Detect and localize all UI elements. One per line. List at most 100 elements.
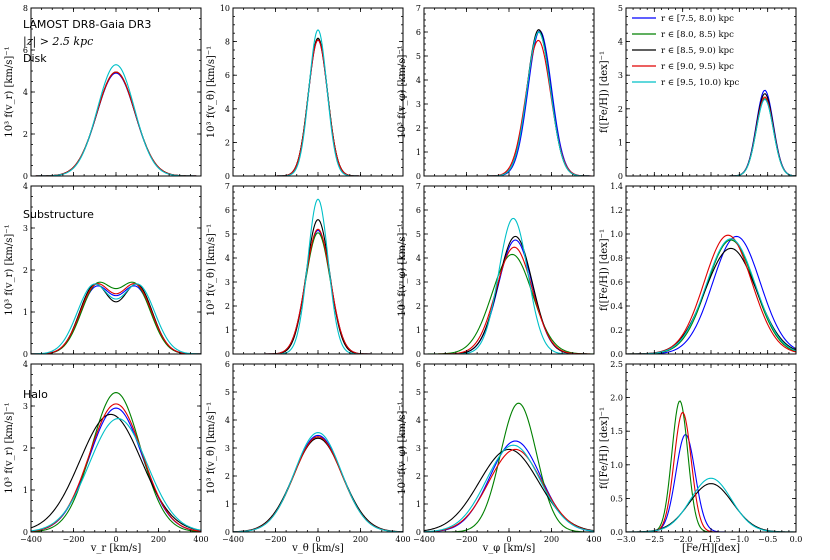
y-axis-label: 10³ f(v_φ) [km/s]⁻¹ bbox=[397, 401, 408, 494]
y-tick-label: 1 bbox=[416, 148, 421, 157]
curve-r2-r0-c1 bbox=[233, 37, 403, 177]
x-axis-label: [Fe/H][dex] bbox=[682, 543, 740, 554]
y-tick-label: 0 bbox=[225, 172, 230, 181]
row-label-disk: Disk bbox=[23, 52, 47, 65]
y-tick-label: 2 bbox=[225, 472, 230, 481]
figure-title: LAMOST DR8-Gaia DR3 bbox=[23, 18, 151, 31]
x-tick-label: 400 bbox=[586, 535, 601, 544]
curve-r3-r2-c3 bbox=[626, 483, 796, 533]
curve-r3-r1-c0 bbox=[30, 283, 202, 355]
y-tick-label: 5 bbox=[416, 388, 421, 397]
y-tick-label: 7 bbox=[416, 182, 421, 191]
x-tick-label: −1.0 bbox=[730, 535, 749, 544]
y-tick-label: 1.0 bbox=[610, 230, 623, 239]
x-tick-label: 400 bbox=[395, 535, 410, 544]
y-tick-label: 2 bbox=[618, 105, 623, 114]
y-tick-label: 1.5 bbox=[610, 427, 623, 436]
panel-r2-c1: 0 1 2 3 4 5 6 −400 −200 0 200 400 10³ f(v_θ) [km/s]⁻… bbox=[206, 360, 411, 554]
curve-r1-r2-c2 bbox=[423, 440, 595, 533]
y-axis-label: 10³ f(v_r) [km/s]⁻¹ bbox=[4, 402, 15, 493]
y-tick-label: 4 bbox=[23, 360, 28, 369]
curve-r1-r0-c0 bbox=[31, 72, 201, 177]
x-tick-label: −2.5 bbox=[645, 535, 664, 544]
y-tick-label: 4 bbox=[23, 182, 28, 191]
x-axis-label: v_φ [km/s] bbox=[482, 543, 536, 554]
y-axis-label: f([Fe/H]) [dex]⁻¹ bbox=[599, 51, 610, 133]
y-tick-label: 3 bbox=[416, 278, 421, 287]
x-tick-label: 0 bbox=[113, 535, 118, 544]
y-tick-label: 6 bbox=[416, 360, 421, 369]
y-tick-label: 0 bbox=[23, 350, 28, 359]
x-axis-label: v_r [km/s] bbox=[90, 543, 142, 554]
x-tick-label: −400 bbox=[413, 535, 435, 544]
y-tick-label: 0 bbox=[416, 172, 421, 181]
y-tick-label: 8 bbox=[225, 38, 230, 47]
curve-r2-r2-c2 bbox=[424, 402, 595, 533]
y-tick-label: 0 bbox=[618, 172, 623, 181]
legend-label-r4: r ∈ [9.0, 9.5) kpc bbox=[661, 61, 734, 72]
curve-r4-r2-c3 bbox=[626, 411, 796, 533]
y-tick-label: 4 bbox=[225, 254, 230, 263]
legend-label-r2: r ∈ [8.0, 8.5) kpc bbox=[661, 29, 734, 40]
curve-r3-r2-c1 bbox=[232, 437, 404, 533]
y-tick-label: 3 bbox=[225, 278, 230, 287]
panel-frame bbox=[30, 7, 202, 177]
y-tick-label: 2 bbox=[416, 472, 421, 481]
y-tick-label: 7 bbox=[416, 4, 421, 13]
y-tick-label: 0 bbox=[416, 528, 421, 537]
y-tick-label: 4 bbox=[225, 105, 230, 114]
x-tick-label: −400 bbox=[20, 535, 42, 544]
x-tick-label: −0.5 bbox=[758, 535, 777, 544]
y-tick-label: 2 bbox=[416, 124, 421, 133]
y-tick-label: 7 bbox=[225, 182, 230, 191]
y-axis-label: 10³ f(v_θ) [km/s]⁻¹ bbox=[206, 402, 217, 494]
x-tick-label: −3.0 bbox=[616, 535, 635, 544]
curve-r1-r1-c3 bbox=[626, 235, 797, 355]
y-tick-label: 5 bbox=[225, 230, 230, 239]
y-tick-label: 0 bbox=[225, 528, 230, 537]
x-tick-label: 400 bbox=[193, 535, 208, 544]
curve-r4-r2-c1 bbox=[232, 436, 404, 533]
y-tick-label: 2 bbox=[23, 130, 28, 139]
panel-frame bbox=[423, 185, 595, 355]
x-tick-label: 200 bbox=[353, 535, 368, 544]
panel-frame bbox=[232, 363, 404, 533]
curve-r4-r1-c1 bbox=[233, 228, 403, 355]
curve-r5-r2-c0 bbox=[30, 418, 202, 532]
curve-r4-r0-c2 bbox=[424, 39, 594, 177]
curve-r2-r2-c0 bbox=[30, 392, 202, 533]
curve-r2-r2-c1 bbox=[232, 436, 404, 533]
panel-r0-c1: 0 2 4 6 8 10 10³ f(v_θ) [km/s]⁻¹ bbox=[206, 4, 404, 181]
y-tick-label: 1 bbox=[225, 326, 230, 335]
y-axis-label: 10³ f(v_φ) [km/s]⁻¹ bbox=[397, 45, 408, 138]
y-axis-label: 10³ f(v_θ) [km/s]⁻¹ bbox=[206, 46, 217, 138]
x-tick-label: 0 bbox=[315, 535, 320, 544]
panel-r2-c0: 0 1 2 3 4 −400 −200 0 200 400 10³ f(v_r) [km/s]⁻¹ v… bbox=[4, 360, 209, 554]
y-tick-label: 1.2 bbox=[610, 206, 623, 215]
y-tick-label: 8 bbox=[23, 4, 28, 13]
curve-r2-r1-c2 bbox=[424, 253, 594, 355]
curve-r2-r2-c3 bbox=[626, 400, 796, 533]
x-tick-label: −200 bbox=[456, 535, 478, 544]
curve-r1-r2-c0 bbox=[30, 407, 202, 532]
curve-r1-r1-c2 bbox=[424, 239, 594, 355]
panel-frame bbox=[625, 363, 797, 533]
curve-r3-r0-c0 bbox=[31, 71, 201, 177]
curve-r5-r0-c1 bbox=[233, 29, 403, 177]
y-tick-label: 1 bbox=[225, 500, 230, 509]
curve-r3-r0-c2 bbox=[424, 28, 594, 177]
y-tick-label: 0.0 bbox=[610, 350, 623, 359]
y-tick-label: 2 bbox=[23, 444, 28, 453]
curve-r5-r0-c0 bbox=[31, 64, 201, 177]
curve-r1-r0-c3 bbox=[626, 89, 797, 177]
panel-r1-c1: 0 1 2 3 4 5 6 7 10³ f(v_θ) [km/s]⁻¹ bbox=[206, 182, 404, 359]
curve-r5-r1-c3 bbox=[626, 238, 797, 355]
curve-r5-r2-c2 bbox=[423, 444, 595, 533]
y-tick-label: 4 bbox=[416, 416, 421, 425]
y-tick-label: 1 bbox=[416, 326, 421, 335]
legend-label-r3: r ∈ [8.5, 9.0) kpc bbox=[661, 45, 734, 56]
curve-r3-r1-c1 bbox=[233, 218, 403, 355]
legend: r ∈ [7.5, 8.0) kpc r ∈ [8.0, 8.5) kpc r … bbox=[632, 13, 740, 88]
height-cut-label: |z| > 2.5 kpc bbox=[23, 35, 93, 49]
